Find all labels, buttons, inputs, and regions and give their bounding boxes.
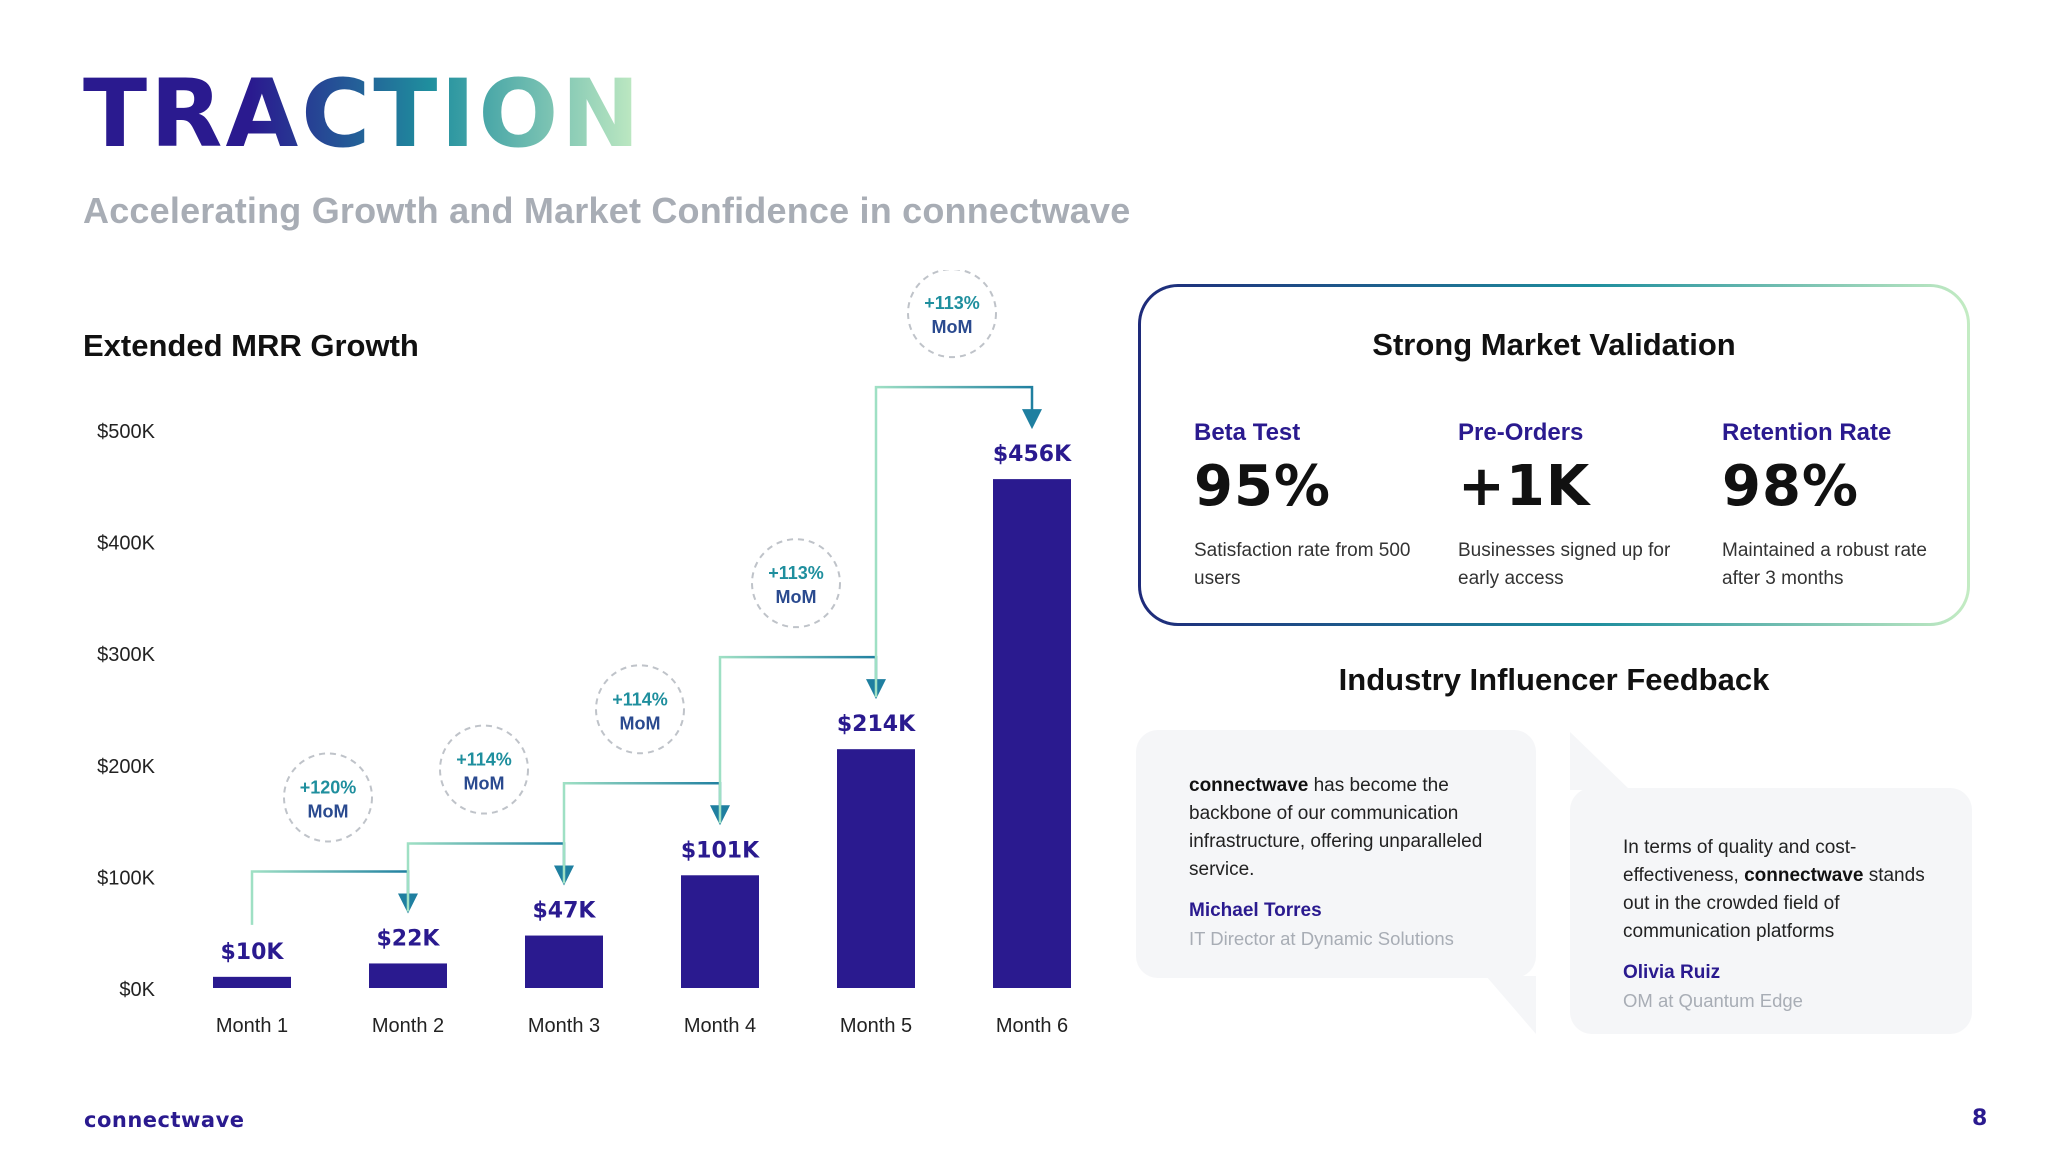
growth-badge: [439, 724, 529, 815]
bar-value-label: $456K: [993, 442, 1072, 467]
metric-label: Retention Rate: [1722, 419, 1892, 446]
testimonial-role: OM at Quantum Edge: [1623, 990, 1803, 1011]
y-tick-label: $100K: [97, 867, 155, 889]
growth-connector: [562, 782, 722, 884]
x-tick-label: Month 3: [528, 1015, 600, 1037]
x-tick-label: Month 6: [996, 1015, 1068, 1037]
testimonial-card: connectwave has become the backbone of o…: [1136, 730, 1536, 978]
metric-label: Pre-Orders: [1458, 419, 1584, 446]
y-tick-label: $200K: [97, 756, 155, 778]
growth-pct: +113%: [924, 293, 980, 313]
metric-value: 95%: [1194, 454, 1332, 519]
bar-value-label: $22K: [377, 926, 441, 951]
x-tick-label: Month 5: [840, 1015, 912, 1037]
growth-pct: +114%: [456, 750, 512, 770]
speech-tail: [1486, 976, 1536, 1034]
bar-value-label: $214K: [837, 712, 916, 737]
bar: [681, 875, 759, 988]
chart-title: Extended MRR Growth: [83, 328, 419, 363]
metric-retention-rate: Retention Rate 98% Maintained a robust r…: [1722, 419, 1982, 593]
metric-value: +1K: [1458, 454, 1591, 519]
footer-logo: connectwave: [84, 1108, 245, 1132]
metric-pre-orders: Pre-Orders +1K Businesses signed up for …: [1458, 419, 1718, 593]
growth-badge: [907, 270, 997, 359]
bar-value-label: $47K: [533, 899, 597, 924]
x-tick-label: Month 1: [216, 1015, 288, 1037]
x-tick-label: Month 2: [372, 1015, 444, 1037]
metric-beta-test: Beta Test 95% Satisfaction rate from 500…: [1194, 419, 1454, 593]
y-tick-label: $500K: [97, 421, 155, 443]
growth-unit: MoM: [464, 774, 505, 794]
y-tick-label: $300K: [97, 644, 155, 666]
growth-badge: [283, 752, 373, 843]
quote-body: stands out in the crowded field of commu…: [1623, 865, 1925, 942]
brand-name: connectwave: [1744, 865, 1864, 886]
feedback-title: Industry Influencer Feedback: [1338, 662, 1770, 697]
brand-name: connectwave: [1189, 775, 1309, 796]
bar: [993, 479, 1071, 988]
bar: [525, 935, 603, 988]
arrow-head: [1022, 409, 1042, 430]
metric-value: 98%: [1722, 454, 1860, 519]
quote-body: has become the backbone of our communica…: [1189, 775, 1483, 880]
growth-unit: MoM: [932, 317, 973, 337]
growth-badge: [751, 538, 841, 629]
bar-value-label: $10K: [221, 940, 285, 965]
metric-label: Beta Test: [1194, 419, 1301, 446]
growth-unit: MoM: [308, 801, 349, 821]
bar: [369, 963, 447, 988]
metric-description: Maintained a robust rate after 3 months: [1722, 540, 1927, 589]
growth-unit: MoM: [776, 587, 817, 607]
growth-connector: [250, 870, 410, 925]
testimonial-author: Olivia Ruiz: [1623, 962, 1721, 983]
growth-connector: [874, 385, 1034, 698]
growth-unit: MoM: [620, 713, 661, 733]
quote-body: In terms of quality and cost-effectivene…: [1623, 837, 1857, 886]
validation-title: Strong Market Validation: [1372, 327, 1736, 362]
y-tick-label: $400K: [97, 533, 155, 555]
growth-pct: +120%: [300, 777, 357, 797]
testimonial-text: In terms of quality and cost-effectivene…: [1623, 834, 1943, 946]
slide-title: TRACTION: [83, 60, 643, 169]
bar: [213, 976, 291, 988]
growth-pct: +113%: [768, 563, 824, 583]
speech-tail: [1570, 732, 1630, 790]
testimonial-author: Michael Torres: [1189, 900, 1322, 921]
mrr-bar-chart: $0K $100K $200K $300K $400K $500K $10K $22K $47…: [97, 270, 1072, 1037]
testimonial-text: connectwave has become the backbone of o…: [1189, 772, 1494, 884]
bar-value-label: $101K: [681, 838, 760, 863]
y-tick-label: $0K: [119, 979, 155, 1001]
slide-subtitle: Accelerating Growth and Market Confidenc…: [83, 190, 1131, 231]
growth-pct: +114%: [612, 689, 668, 709]
bar: [837, 749, 915, 988]
market-validation-card: Strong Market Validation Beta Test 95% S…: [1138, 284, 1970, 626]
testimonial-role: IT Director at Dynamic Solutions: [1189, 928, 1454, 949]
testimonial-card: In terms of quality and cost-effectivene…: [1570, 788, 1972, 1034]
metric-description: Satisfaction rate from 500 users: [1194, 540, 1411, 589]
metric-description: Businesses signed up for early access: [1458, 540, 1671, 589]
x-tick-label: Month 4: [684, 1015, 756, 1037]
growth-badge: [595, 664, 685, 755]
page-number: 8: [1972, 1106, 1988, 1131]
